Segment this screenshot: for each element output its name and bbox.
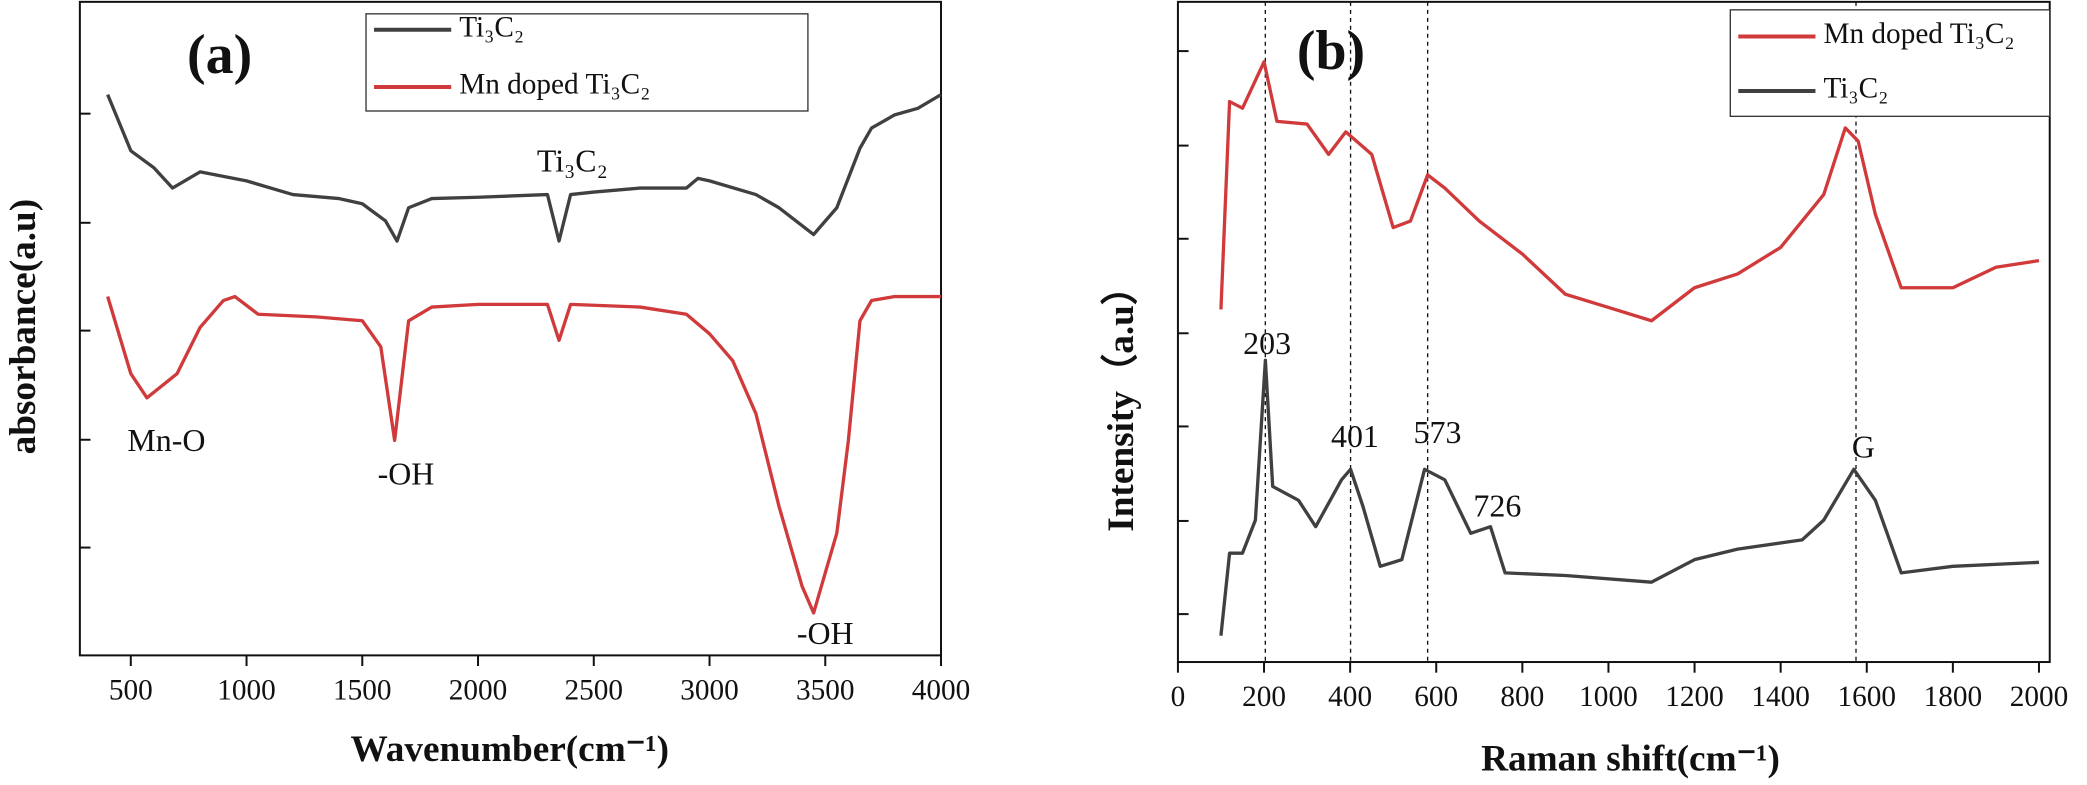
series-line bbox=[1219, 60, 2040, 323]
x-axis-title: Raman shift(cm⁻¹) bbox=[1481, 738, 1780, 779]
annotation: 573 bbox=[1414, 415, 1462, 450]
annotation: -OH bbox=[378, 456, 435, 491]
annotation: 726 bbox=[1473, 488, 1521, 523]
panel-title: (b) bbox=[1297, 20, 1365, 82]
annotation: Mn-O bbox=[127, 423, 205, 458]
legend-box bbox=[1729, 9, 2051, 117]
x-tick-label: 1000 bbox=[1579, 681, 1638, 713]
legend-label: Mn doped Ti₃C₂ bbox=[1823, 18, 2014, 50]
x-tick-label: 200 bbox=[1242, 681, 1286, 713]
x-tick-label: 3000 bbox=[680, 674, 739, 706]
annotation: 401 bbox=[1331, 419, 1379, 454]
x-tick-label: 1400 bbox=[1751, 681, 1810, 713]
x-axis-title: Wavenumber(cm⁻¹) bbox=[351, 729, 669, 770]
legend-label: Mn doped Ti₃C₂ bbox=[459, 69, 650, 101]
x-tick-label: 600 bbox=[1414, 681, 1458, 713]
panel-title: (a) bbox=[187, 24, 252, 86]
x-tick-label: 1000 bbox=[217, 674, 276, 706]
x-tick-label: 2000 bbox=[449, 674, 508, 706]
x-tick-label: 1200 bbox=[1665, 681, 1724, 713]
x-tick-label: 1500 bbox=[333, 674, 392, 706]
legend-label: Ti₃C₂ bbox=[1823, 73, 1888, 105]
x-tick-label: 0 bbox=[1171, 681, 1186, 713]
x-tick-label: 800 bbox=[1500, 681, 1544, 713]
y-axis-title: absorbance(a.u) bbox=[3, 199, 44, 455]
y-axis-title: Intensity（a.u） bbox=[1100, 268, 1142, 532]
legend-label: Ti₃C₂ bbox=[459, 12, 524, 44]
plot-frame bbox=[78, 0, 943, 657]
plot-frame bbox=[1176, 0, 2051, 664]
annotation: G bbox=[1852, 430, 1875, 465]
series-line bbox=[1219, 358, 2040, 636]
x-tick-label: 2000 bbox=[2010, 681, 2069, 713]
annotation: 203 bbox=[1243, 326, 1291, 361]
x-tick-label: 1800 bbox=[1924, 681, 1983, 713]
x-tick-label: 500 bbox=[109, 674, 153, 706]
x-tick-label: 3500 bbox=[796, 674, 855, 706]
series-line bbox=[106, 93, 942, 243]
x-tick-label: 400 bbox=[1328, 681, 1372, 713]
annotation: Ti₃C₂ bbox=[537, 144, 608, 179]
annotation: -OH bbox=[797, 616, 854, 651]
x-tick-label: 1600 bbox=[1837, 681, 1896, 713]
x-tick-label: 2500 bbox=[565, 674, 624, 706]
series-line bbox=[106, 294, 942, 615]
x-tick-label: 4000 bbox=[912, 674, 971, 706]
